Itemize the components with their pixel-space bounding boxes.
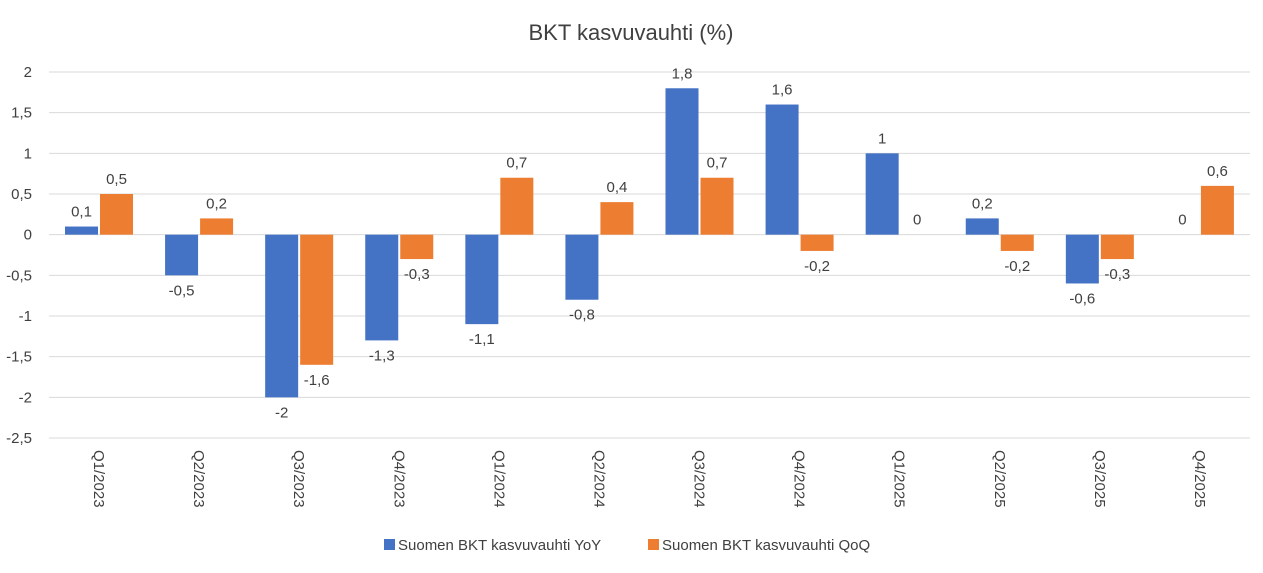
data-label: 0,7 xyxy=(707,155,728,172)
bar-yoy xyxy=(265,234,299,398)
x-tick-label: Q2/2024 xyxy=(590,450,607,508)
x-tick-label: Q1/2025 xyxy=(891,450,908,508)
y-tick-label: 1 xyxy=(24,145,32,162)
bar-qoq xyxy=(500,177,534,235)
data-label: -0,2 xyxy=(804,258,830,275)
x-tick-label: Q1/2023 xyxy=(90,450,107,508)
bar-qoq xyxy=(100,194,133,235)
data-label: -1,1 xyxy=(469,331,495,348)
data-label: 0 xyxy=(913,212,921,229)
x-tick-label: Q3/2025 xyxy=(1091,450,1108,508)
y-tick-label: -1,5 xyxy=(6,349,32,366)
data-label: -0,5 xyxy=(169,282,195,299)
bar-yoy xyxy=(665,88,699,235)
legend-swatch xyxy=(648,539,659,550)
bar-qoq xyxy=(400,234,434,260)
x-tick-label: Q1/2024 xyxy=(490,450,507,508)
y-tick-label: -0,5 xyxy=(6,267,32,284)
x-tick-label: Q4/2025 xyxy=(1191,450,1208,508)
data-label: 0,7 xyxy=(506,155,527,172)
y-tick-label: 1,5 xyxy=(11,105,32,122)
legend-label: Suomen BKT kasvuvauhti YoY xyxy=(398,537,601,554)
bar-qoq xyxy=(1000,234,1034,251)
data-label: 0,5 xyxy=(106,171,127,188)
bar-yoy xyxy=(165,234,199,276)
data-label: -0,2 xyxy=(1004,258,1030,275)
data-label: -1,6 xyxy=(304,372,330,389)
data-label: -0,3 xyxy=(1104,266,1130,283)
bar-yoy xyxy=(1065,234,1099,284)
bar-yoy xyxy=(965,218,999,235)
x-tick-label: Q3/2024 xyxy=(691,450,708,508)
bar-qoq xyxy=(1100,234,1134,260)
bar-qoq xyxy=(200,218,234,235)
y-tick-label: -2,5 xyxy=(6,430,32,447)
y-tick-label: -2 xyxy=(19,389,32,406)
data-label: 0,2 xyxy=(206,195,227,212)
x-tick-label: Q2/2025 xyxy=(991,450,1008,508)
data-label: 1,6 xyxy=(772,82,793,99)
data-label: 1,8 xyxy=(672,65,693,82)
data-label: -0,6 xyxy=(1069,290,1095,307)
data-label: 0,4 xyxy=(606,179,627,196)
x-tick-label: Q2/2023 xyxy=(190,450,207,508)
y-tick-label: 0 xyxy=(24,227,32,244)
bar-yoy xyxy=(365,234,399,341)
bar-qoq xyxy=(700,177,734,235)
x-tick-label: Q4/2024 xyxy=(791,450,808,508)
bar-yoy xyxy=(565,234,599,300)
data-label: -0,3 xyxy=(404,266,430,283)
y-tick-label: 2 xyxy=(24,64,32,81)
x-tick-label: Q4/2023 xyxy=(390,450,407,508)
bar-qoq xyxy=(300,234,334,365)
bar-qoq xyxy=(600,202,634,235)
bar-yoy xyxy=(465,234,499,325)
legend-label: Suomen BKT kasvuvauhti QoQ xyxy=(662,537,870,554)
data-label: -0,8 xyxy=(569,307,595,324)
y-tick-label: -1 xyxy=(19,308,32,325)
data-label: -2 xyxy=(275,404,288,421)
bar-qoq xyxy=(1200,185,1234,235)
bar-qoq xyxy=(800,234,834,251)
x-tick-label: Q3/2023 xyxy=(290,450,307,508)
bar-yoy xyxy=(765,104,799,235)
data-label: 0,6 xyxy=(1207,163,1228,180)
legend-swatch xyxy=(384,539,395,550)
data-label: 0,2 xyxy=(972,195,993,212)
y-tick-label: 0,5 xyxy=(11,186,32,203)
data-label: 1 xyxy=(878,130,886,147)
data-label: -1,3 xyxy=(369,347,395,364)
data-label: 0 xyxy=(1178,212,1186,229)
bar-yoy xyxy=(865,153,899,235)
data-label: 0,1 xyxy=(71,204,92,221)
bar-yoy xyxy=(65,226,98,235)
chart-title: BKT kasvuvauhti (%) xyxy=(528,20,733,45)
